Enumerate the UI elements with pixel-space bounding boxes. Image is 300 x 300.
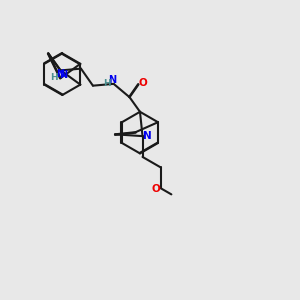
Text: H: H bbox=[103, 80, 111, 88]
Text: O: O bbox=[139, 78, 147, 88]
Text: N: N bbox=[108, 75, 116, 85]
Text: N: N bbox=[56, 69, 64, 79]
Text: H: H bbox=[50, 74, 58, 82]
Text: N: N bbox=[142, 131, 152, 141]
Text: O: O bbox=[152, 184, 161, 194]
Text: N: N bbox=[59, 70, 67, 80]
